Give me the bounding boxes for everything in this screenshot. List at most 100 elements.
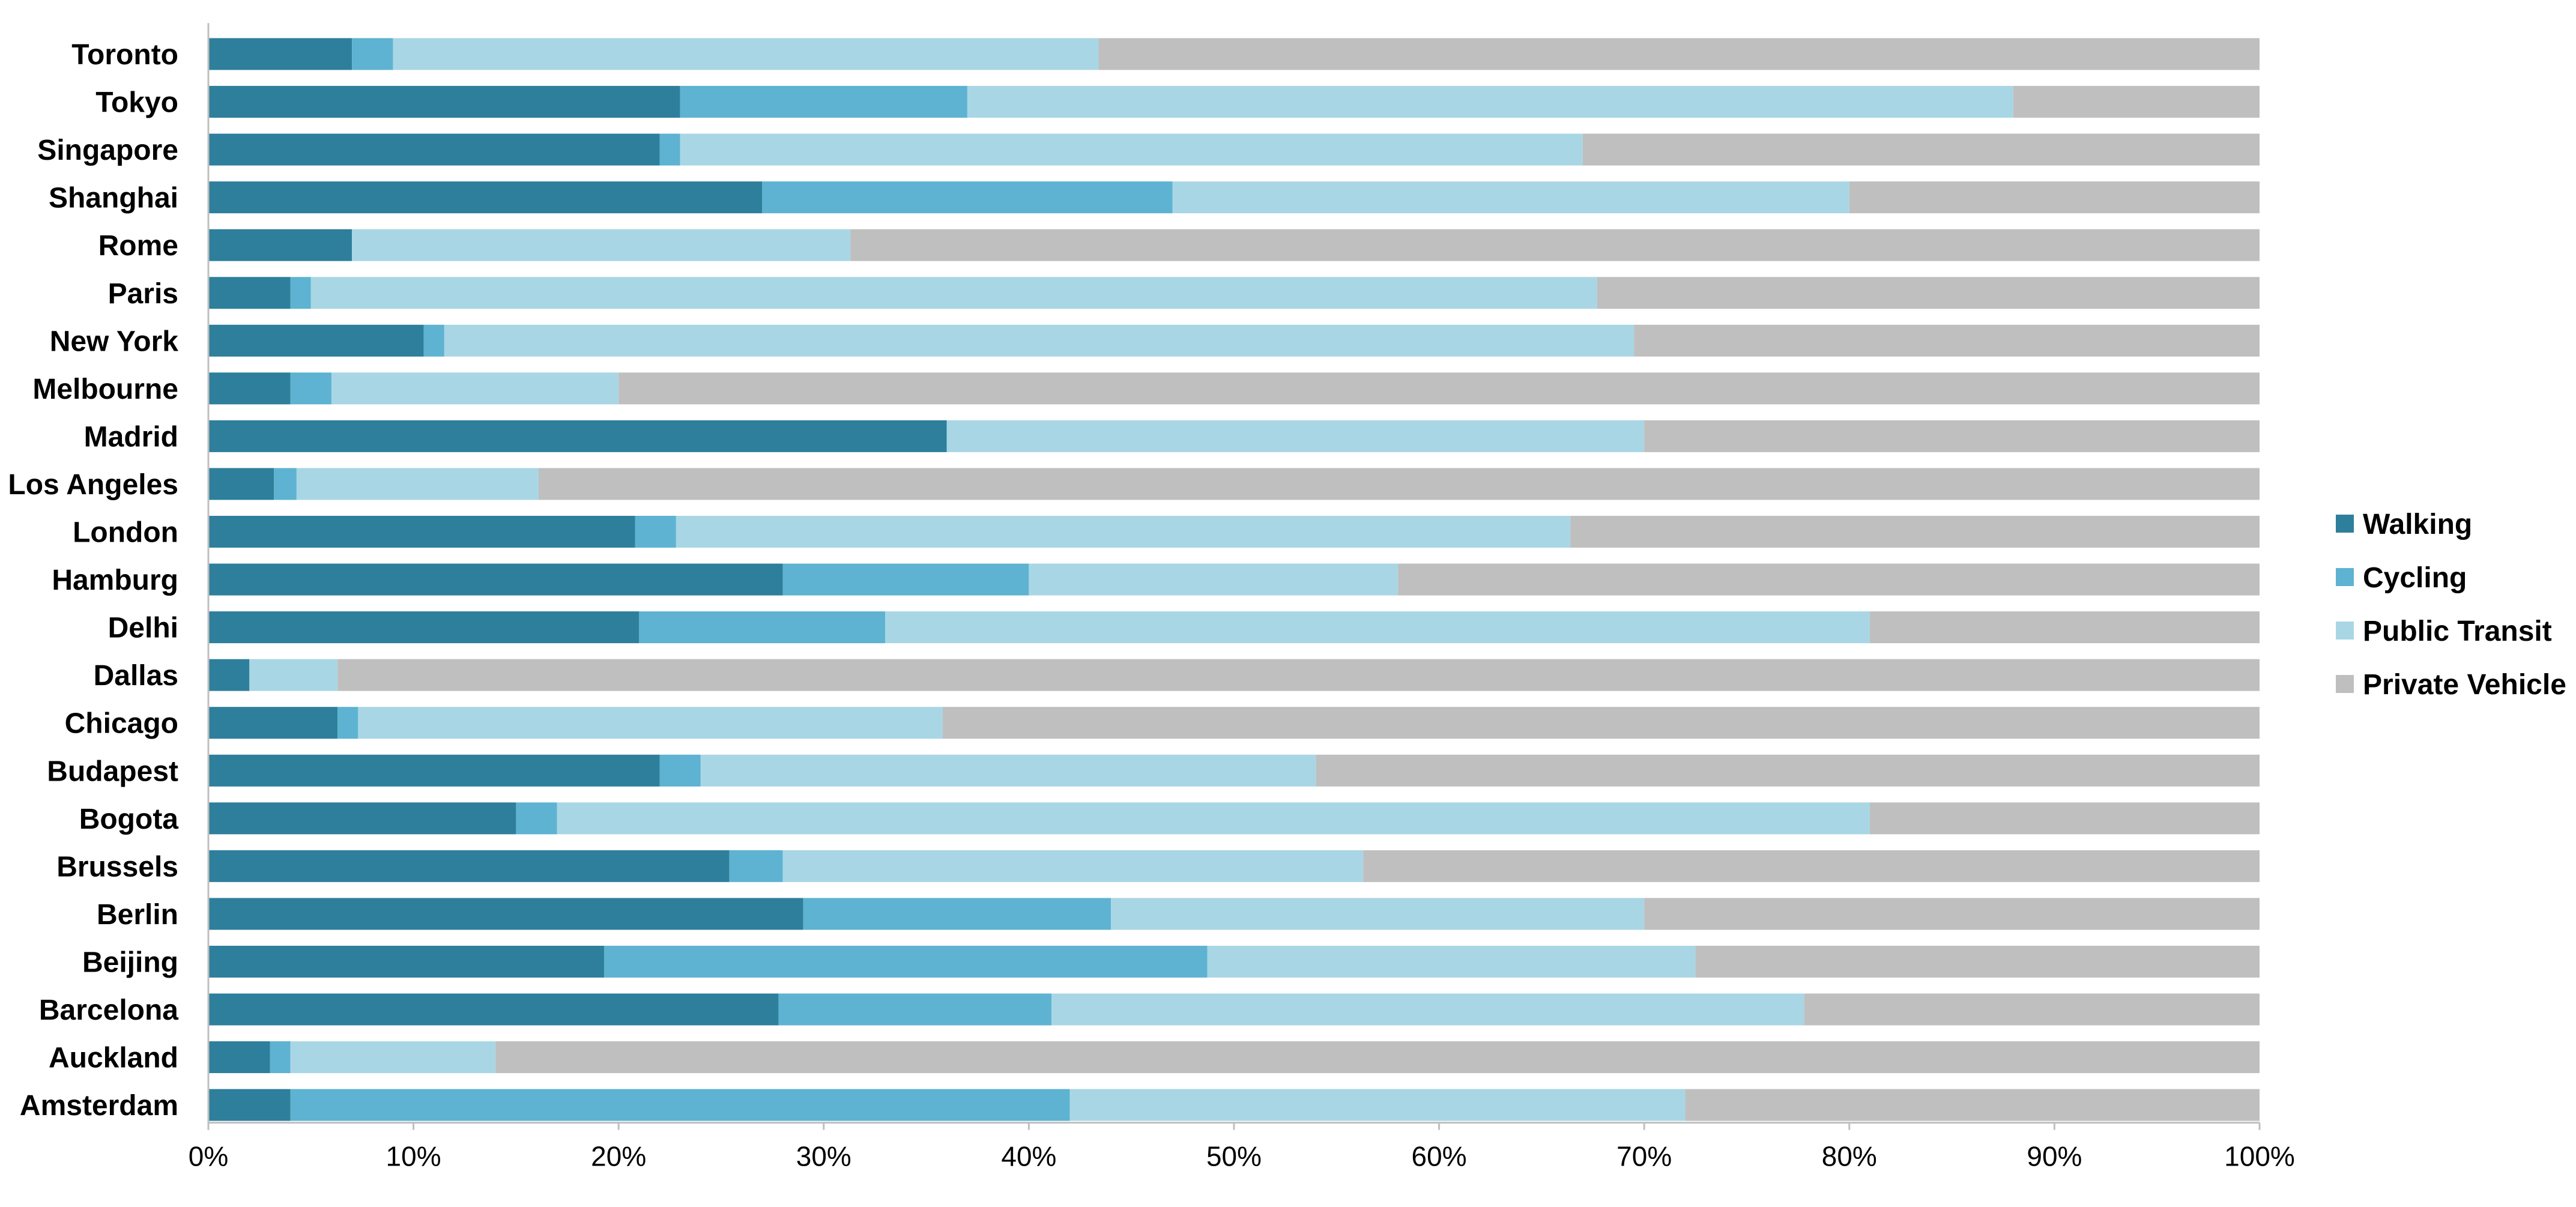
x-tick-label: 50% (1206, 1141, 1262, 1172)
bar-berlin-private-vehicle (1644, 898, 2260, 930)
bar-hamburg-private-vehicle (1398, 563, 2260, 596)
category-label: Paris (108, 278, 178, 310)
category-label: Barcelona (39, 994, 178, 1026)
bar-madrid-private-vehicle (1644, 420, 2260, 452)
x-tick-labels: 0% 10% 20% 30% 40% 50% 60% 70% 80% 90% 100% (189, 1122, 2295, 1172)
bar-bogota-private-vehicle (1869, 802, 2260, 835)
legend-swatch-public-transit (2336, 622, 2354, 640)
bar-budapest-walking (208, 754, 660, 787)
category-label: Singapore (37, 135, 178, 166)
category-label: New York (50, 325, 179, 357)
bar-berlin-walking (208, 898, 803, 930)
bar-chicago-cycling (337, 707, 358, 739)
bar-budapest-cycling (659, 754, 701, 787)
bar-dallas-walking (208, 659, 250, 691)
category-label: Shanghai (49, 183, 178, 214)
bar-brussels-walking (208, 850, 730, 882)
bar-rome-private-vehicle (850, 229, 2260, 261)
bar-hamburg-cycling (782, 563, 1029, 596)
bar-berlin-cycling (803, 898, 1111, 930)
bar-london-private-vehicle (1570, 516, 2260, 548)
bar-berlin-public-transit (1111, 898, 1645, 930)
bar-paris-private-vehicle (1597, 277, 2260, 309)
legend-label: Public Transit (2363, 616, 2552, 647)
bar-melbourne-private-vehicle (618, 372, 2260, 405)
bar-amsterdam-cycling (290, 1089, 1070, 1121)
category-label: Tokyo (95, 87, 178, 119)
category-label: Beijing (82, 946, 178, 978)
category-label: Toronto (71, 39, 178, 71)
bar-new-york-public-transit (444, 324, 1634, 357)
bar-los-angeles-walking (208, 468, 274, 500)
bar-beijing-cycling (604, 945, 1208, 978)
category-label: Bogota (79, 803, 179, 835)
bar-auckland-public-transit (290, 1041, 496, 1074)
x-tick-label: 80% (1822, 1141, 1877, 1172)
bar-tokyo-walking (208, 86, 680, 118)
bar-brussels-public-transit (782, 850, 1364, 882)
category-label: Melbourne (32, 374, 178, 405)
legend-label: Walking (2363, 509, 2472, 540)
bar-bogota-cycling (516, 802, 557, 835)
category-label: Hamburg (52, 564, 178, 596)
legend-label: Cycling (2363, 562, 2467, 594)
bar-paris-cycling (290, 277, 311, 309)
bar-tokyo-public-transit (967, 86, 2014, 118)
bar-dallas-private-vehicle (337, 659, 2260, 691)
bar-barcelona-walking (208, 993, 779, 1026)
bar-brussels-private-vehicle (1363, 850, 2260, 882)
category-label: Madrid (84, 421, 178, 453)
bar-delhi-private-vehicle (1869, 611, 2260, 644)
bar-barcelona-public-transit (1051, 993, 1804, 1026)
bar-barcelona-cycling (778, 993, 1051, 1026)
bar-madrid-walking (208, 420, 947, 452)
category-labels: Toronto Tokyo Singapore Shanghai Rome Paris Ne… (8, 39, 178, 1122)
category-label: Amsterdam (20, 1090, 178, 1122)
bar-delhi-cycling (639, 611, 886, 644)
bar-melbourne-walking (208, 372, 291, 405)
bar-bogota-public-transit (557, 802, 1870, 835)
bar-delhi-public-transit (885, 611, 1870, 644)
bar-chicago-private-vehicle (942, 707, 2260, 739)
category-label: Delhi (108, 613, 178, 644)
bar-los-angeles-cycling (274, 468, 297, 500)
bar-shanghai-public-transit (1172, 181, 1849, 214)
bar-amsterdam-public-transit (1069, 1089, 1686, 1121)
bar-toronto-public-transit (393, 38, 1099, 70)
bar-chicago-walking (208, 707, 338, 739)
bar-chicago-public-transit (358, 707, 943, 739)
legend-swatch-cycling (2336, 568, 2354, 586)
legend-label: Private Vehicle (2363, 669, 2566, 701)
x-tick-label: 10% (386, 1141, 441, 1172)
bar-paris-public-transit (310, 277, 1597, 309)
bar-singapore-cycling (659, 133, 680, 166)
bar-melbourne-cycling (290, 372, 331, 405)
category-label: Brussels (56, 851, 178, 883)
x-tick-label: 40% (1001, 1141, 1056, 1172)
category-label: Rome (98, 230, 178, 262)
x-tick-label: 30% (796, 1141, 851, 1172)
bar-rome-public-transit (352, 229, 851, 261)
bar-beijing-private-vehicle (1695, 945, 2260, 978)
bar-hamburg-walking (208, 563, 783, 596)
bar-new-york-cycling (423, 324, 444, 357)
legend-swatch-private-vehicle (2336, 675, 2354, 693)
bar-new-york-private-vehicle (1634, 324, 2260, 357)
bar-melbourne-public-transit (331, 372, 619, 405)
x-tick-label: 0% (189, 1141, 228, 1172)
bar-auckland-private-vehicle (495, 1041, 2260, 1074)
legend: Walking Cycling Public Transit Private Vehi… (2336, 509, 2566, 701)
bar-barcelona-private-vehicle (1804, 993, 2260, 1026)
bars-group (208, 38, 2260, 1121)
category-label: Auckland (49, 1042, 178, 1074)
category-label: Chicago (65, 708, 178, 740)
x-tick-label: 70% (1616, 1141, 1672, 1172)
bar-los-angeles-private-vehicle (538, 468, 2260, 500)
bar-dallas-public-transit (249, 659, 338, 691)
category-label: Berlin (97, 899, 178, 931)
bar-madrid-public-transit (946, 420, 1645, 452)
bar-london-cycling (635, 516, 676, 548)
bar-shanghai-private-vehicle (1849, 181, 2260, 214)
bar-bogota-walking (208, 802, 516, 835)
bar-amsterdam-private-vehicle (1685, 1089, 2260, 1121)
